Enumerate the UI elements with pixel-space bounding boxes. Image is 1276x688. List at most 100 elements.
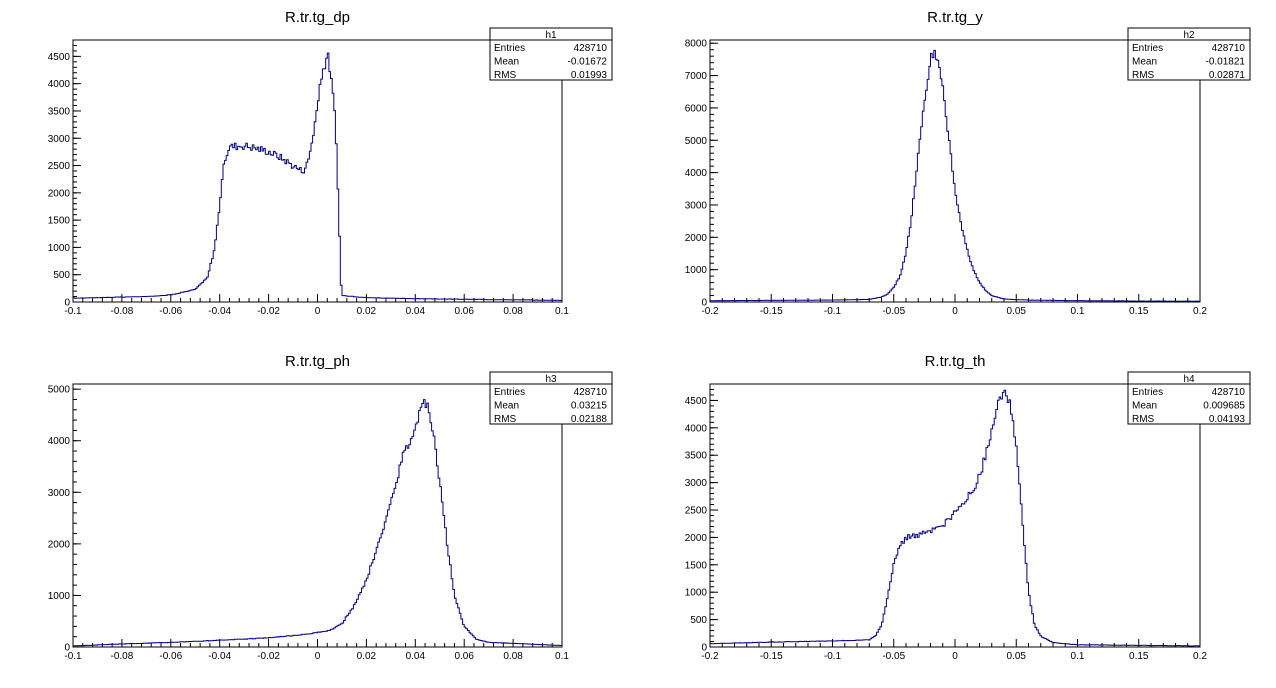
stats-value: 428710 (1212, 43, 1246, 54)
stats-box: h3 Entries 428710 Mean 0.03215 RMS 0.02188 (489, 371, 613, 425)
x-tick-label: -0.1 (824, 651, 842, 662)
x-tick-label: 0.02 (357, 651, 377, 662)
stats-label: RMS (494, 414, 517, 425)
stats-box-name: h2 (1183, 30, 1195, 41)
y-tick-label: 6000 (685, 103, 708, 114)
y-tick-label: 2500 (48, 161, 71, 172)
y-tick-label: 4000 (48, 436, 71, 447)
x-tick-label: -0.08 (111, 306, 134, 317)
x-tick-label: 0.1 (1071, 306, 1085, 317)
stats-box-name: h1 (545, 30, 557, 41)
x-tick-label: 0.08 (503, 306, 523, 317)
stats-label: Entries (1132, 43, 1163, 54)
y-tick-label: 0 (64, 298, 70, 309)
x-tick-label: 0.05 (1007, 651, 1027, 662)
plot-title: R.tr.tg_th (925, 353, 986, 370)
x-tick-label: 0.06 (454, 651, 474, 662)
x-tick-label: 0 (952, 651, 958, 662)
stats-value: 0.04193 (1209, 414, 1246, 425)
y-tick-label: 1500 (48, 216, 71, 227)
x-tick-label: 0.15 (1129, 651, 1149, 662)
y-tick-label: 4000 (48, 79, 71, 90)
histogram-line (710, 389, 1200, 647)
x-tick-label: -0.04 (208, 651, 231, 662)
stats-box-name: h4 (1183, 374, 1195, 385)
y-tick-label: 4500 (685, 396, 708, 407)
plot-frame (72, 383, 563, 648)
stats-value: 0.02188 (571, 414, 608, 425)
x-tick-label: 0.04 (406, 306, 426, 317)
x-tick-label: -0.2 (701, 651, 719, 662)
x-tick-label: -0.02 (257, 651, 280, 662)
stats-label: RMS (1132, 414, 1155, 425)
stats-label: RMS (494, 70, 517, 81)
y-tick-label: 0 (701, 643, 707, 654)
stats-box: h1 Entries 428710 Mean -0.01672 RMS 0.01993 (489, 27, 613, 81)
stats-label: Entries (1132, 387, 1163, 398)
stats-label: Mean (1132, 57, 1157, 68)
plot-frame (72, 39, 563, 303)
histogram-line (73, 399, 562, 647)
y-tick-label: 5000 (685, 136, 708, 147)
histogram-line (73, 52, 562, 301)
y-tick-label: 3000 (685, 478, 708, 489)
x-tick-label: 0 (952, 306, 958, 317)
x-tick-label: -0.05 (882, 306, 905, 317)
y-tick-label: 1000 (48, 591, 71, 602)
stats-value: 0.009685 (1203, 401, 1245, 412)
y-tick-label: 3000 (685, 200, 708, 211)
x-tick-label: 0.08 (503, 651, 523, 662)
x-tick-label: 0.1 (555, 651, 569, 662)
stats-box-frame (1127, 371, 1251, 425)
x-tick-label: -0.06 (159, 306, 182, 317)
stats-box: h4 Entries 428710 Mean 0.009685 RMS 0.04193 (1127, 371, 1251, 425)
x-tick-label: 0.1 (555, 306, 569, 317)
stats-label: Entries (494, 43, 525, 54)
stats-value: -0.01821 (1206, 57, 1246, 68)
x-tick-label: -0.2 (701, 306, 719, 317)
x-tick-label: 0 (315, 306, 321, 317)
x-tick-label: -0.15 (760, 651, 783, 662)
y-tick-label: 3000 (48, 488, 71, 499)
y-tick-label: 0 (64, 643, 70, 654)
y-tick-label: 500 (690, 615, 707, 626)
stats-value: 428710 (574, 387, 608, 398)
x-tick-label: 0.02 (357, 306, 377, 317)
plot-title: R.tr.tg_dp (285, 9, 350, 26)
stats-label: RMS (1132, 70, 1155, 81)
y-tick-label: 2000 (685, 533, 708, 544)
x-tick-label: 0.2 (1193, 306, 1207, 317)
y-tick-label: 4000 (685, 423, 708, 434)
stats-label: Mean (494, 401, 519, 412)
x-tick-label: -0.1 (64, 651, 82, 662)
x-tick-label: 0.1 (1071, 651, 1085, 662)
stats-value: 428710 (1212, 387, 1246, 398)
x-tick-label: 0.15 (1129, 306, 1149, 317)
y-tick-label: 1000 (685, 588, 708, 599)
stats-box-frame (489, 371, 613, 425)
stats-value: 428710 (574, 43, 608, 54)
y-tick-label: 7000 (685, 71, 708, 82)
histogram-panel-h3: R.tr.tg_ph -0.1 -0.08 -0.06 -0.04 -0.02 0 0.02 0… (48, 353, 613, 662)
y-tick-label: 2000 (48, 188, 71, 199)
stats-value: 0.01993 (571, 70, 608, 81)
plot-frame (709, 383, 1201, 648)
y-tick-label: 3500 (685, 451, 708, 462)
stats-box-name: h3 (545, 374, 557, 385)
y-tick-label: 4000 (685, 168, 708, 179)
x-tick-label: -0.04 (208, 306, 231, 317)
x-tick-label: -0.1 (824, 306, 842, 317)
y-tick-label: 1000 (48, 243, 71, 254)
x-tick-label: 0.06 (454, 306, 474, 317)
y-tick-label: 0 (701, 298, 707, 309)
x-tick-label: -0.08 (111, 651, 134, 662)
x-tick-label: 0.2 (1193, 651, 1207, 662)
y-tick-label: 1500 (685, 560, 708, 571)
x-tick-label: -0.05 (882, 651, 905, 662)
y-tick-label: 500 (53, 270, 70, 281)
x-tick-label: 0.04 (406, 651, 426, 662)
stats-value: 0.02871 (1209, 70, 1246, 81)
x-tick-label: -0.02 (257, 306, 280, 317)
stats-value: -0.01672 (568, 57, 608, 68)
